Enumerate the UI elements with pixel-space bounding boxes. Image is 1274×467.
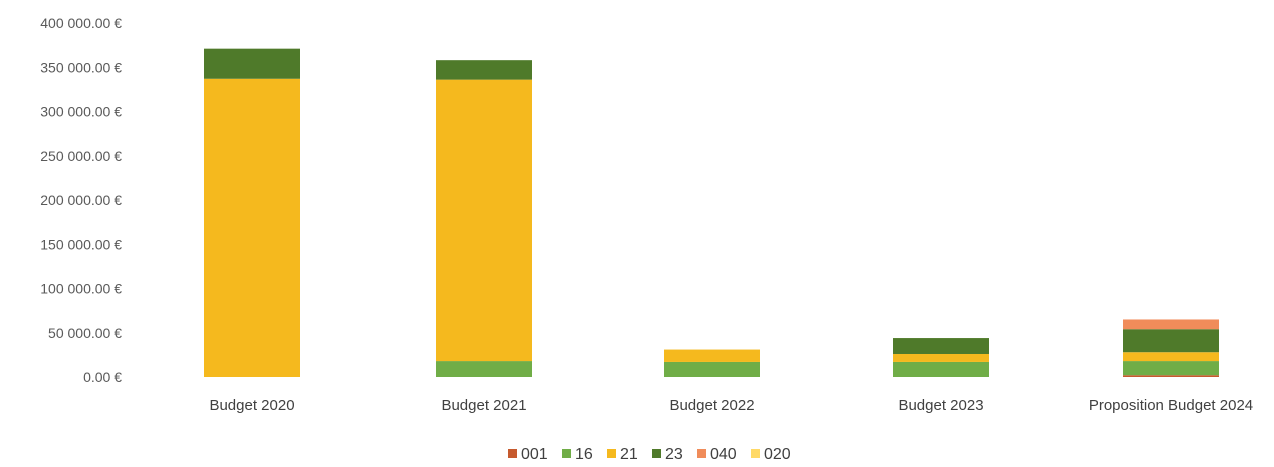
y-tick-label: 300 000.00 € xyxy=(40,104,122,120)
legend-swatch xyxy=(652,449,661,458)
legend-label: 23 xyxy=(665,446,683,463)
bar-segment xyxy=(436,79,532,362)
y-tick-label: 150 000.00 € xyxy=(40,236,122,252)
legend-label: 020 xyxy=(764,446,791,463)
legend-swatch xyxy=(607,449,616,458)
bar-segment xyxy=(1123,361,1219,376)
legend-label: 040 xyxy=(710,446,737,463)
bar-segment xyxy=(664,361,760,377)
bar-segment xyxy=(1123,352,1219,362)
bar-segment xyxy=(893,353,989,362)
legend-label: 21 xyxy=(620,446,638,463)
legend-swatch xyxy=(697,449,706,458)
x-category-label: Proposition Budget 2024 xyxy=(1089,397,1253,414)
bar-segment xyxy=(204,78,300,377)
y-tick-label: 100 000.00 € xyxy=(40,281,122,297)
bar-segment xyxy=(1123,319,1219,330)
bar-segment xyxy=(664,349,760,362)
legend-label: 001 xyxy=(521,446,548,463)
bar-segment xyxy=(1123,329,1219,353)
y-tick-label: 0.00 € xyxy=(83,369,122,385)
bar-segment xyxy=(1123,375,1219,377)
x-category-label: Budget 2021 xyxy=(441,397,526,414)
y-tick-label: 350 000.00 € xyxy=(40,59,122,75)
legend-label: 16 xyxy=(575,446,593,463)
bar-segment xyxy=(204,48,300,79)
y-tick-label: 250 000.00 € xyxy=(40,148,122,164)
y-tick-label: 50 000.00 € xyxy=(48,325,122,341)
legend-swatch xyxy=(751,449,760,458)
x-category-label: Budget 2020 xyxy=(209,397,294,414)
bar-segment xyxy=(893,361,989,377)
bar-segment xyxy=(893,338,989,354)
bar-segment xyxy=(436,60,532,80)
x-category-label: Budget 2023 xyxy=(898,397,983,414)
x-category-label: Budget 2022 xyxy=(669,397,754,414)
legend-swatch xyxy=(508,449,517,458)
y-tick-label: 200 000.00 € xyxy=(40,192,122,208)
y-tick-label: 400 000.00 € xyxy=(40,15,122,31)
bar-segment xyxy=(436,361,532,377)
legend-swatch xyxy=(562,449,571,458)
